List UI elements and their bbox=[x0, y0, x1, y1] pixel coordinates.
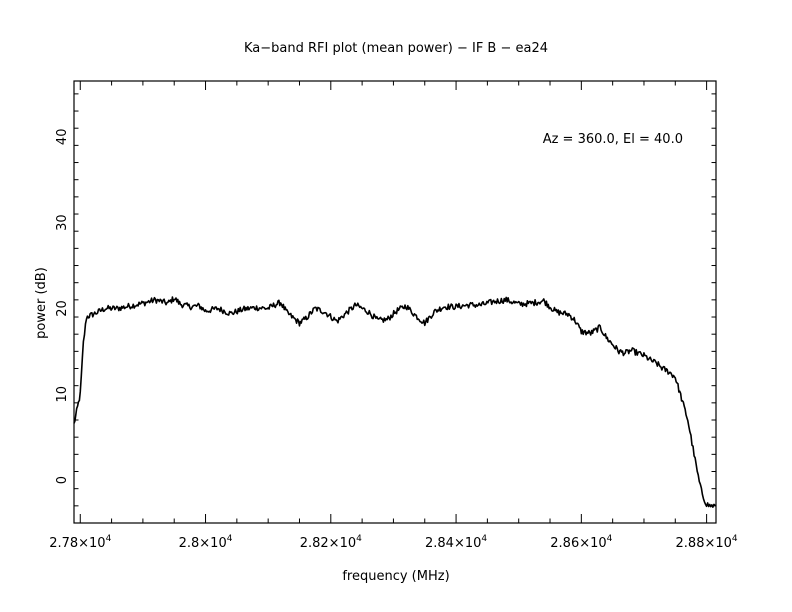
x-tick-label: 2.86×104 bbox=[550, 534, 612, 551]
x-axis-label: frequency (MHz) bbox=[342, 569, 449, 584]
y-tick-label: 30 bbox=[55, 214, 70, 231]
az-el-annotation: Az = 360.0, El = 40.0 bbox=[543, 132, 683, 147]
x-axis-tick-labels: 2.78×104 2.8×104 2.82×104 2.84×104 2.86×104 2… bbox=[49, 534, 738, 551]
series-line bbox=[73, 296, 717, 508]
y-axis-label: power (dB) bbox=[34, 267, 49, 339]
y-tick-label: 20 bbox=[55, 300, 70, 317]
chart-title: Ka−band RFI plot (mean power) − IF B − e… bbox=[244, 41, 548, 56]
y-axis-tick-labels: 0 10 20 30 40 bbox=[55, 129, 70, 485]
y-tick-label: 0 bbox=[55, 476, 70, 484]
x-axis-ticks bbox=[79, 81, 708, 523]
plot-frame bbox=[73, 80, 717, 524]
x-tick-label: 2.8×104 bbox=[179, 534, 233, 551]
x-tick-label: 2.82×104 bbox=[300, 534, 362, 551]
y-axis-ticks bbox=[74, 93, 716, 524]
y-tick-label: 10 bbox=[55, 386, 70, 403]
x-tick-label: 2.88×104 bbox=[676, 534, 738, 551]
y-tick-label: 40 bbox=[55, 129, 70, 146]
series-group bbox=[73, 296, 717, 508]
x-tick-label: 2.78×104 bbox=[49, 534, 111, 551]
x-tick-label: 2.84×104 bbox=[425, 534, 487, 551]
